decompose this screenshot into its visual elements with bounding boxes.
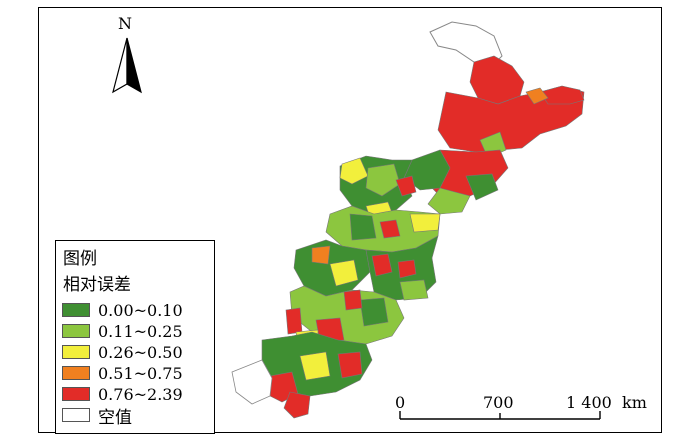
region-liaoning-east	[427, 187, 471, 215]
region-hebei-lightgreen	[365, 163, 401, 197]
region-hubei-red	[285, 307, 303, 335]
region-hunan-yellow	[299, 351, 331, 381]
scale-tick-label: 0	[395, 393, 406, 412]
scale-bar-icon	[399, 411, 601, 420]
legend-label: 空值	[98, 407, 132, 428]
legend-item: 0.51~0.75	[62, 363, 183, 383]
legend-swatch	[62, 408, 90, 422]
legend-swatch	[62, 366, 90, 380]
legend-label: 0.51~0.75	[98, 363, 183, 383]
legend-item: 0.76~2.39	[62, 384, 183, 404]
legend-label: 0.76~2.39	[98, 384, 183, 404]
region-hebei-red	[395, 175, 417, 197]
scale-unit: km	[622, 393, 647, 412]
region-south-tail	[283, 391, 311, 419]
region-anhui-red	[343, 289, 363, 311]
legend: 图例 相对误差 0.00~0.10 0.11~0.25 0.26~0.50 0.…	[55, 240, 215, 434]
legend-title: 图例	[63, 249, 97, 269]
region-liaoning-green	[465, 173, 499, 201]
region-northeast-east	[539, 85, 585, 105]
legend-swatch	[62, 345, 90, 359]
legend-item: 0.11~0.25	[62, 321, 183, 341]
legend-label: 0.11~0.25	[98, 321, 183, 341]
region-henan-orange	[311, 245, 331, 265]
region-shanxi-green	[349, 213, 377, 241]
legend-swatch	[62, 303, 90, 317]
region-shandong-lightgreen	[399, 279, 429, 301]
region-shanxi-yellow	[409, 213, 441, 233]
legend-label: 0.00~0.10	[98, 300, 183, 320]
legend-subtitle: 相对误差	[63, 275, 131, 295]
north-label: N	[118, 14, 132, 33]
legend-item: 0.00~0.10	[62, 300, 183, 320]
legend-item: 空值	[62, 405, 132, 428]
scale-tick-label: 1 400	[566, 393, 612, 412]
legend-swatch	[62, 324, 90, 338]
region-shandong-red	[371, 253, 393, 277]
region-hunan-red-2	[337, 351, 363, 379]
region-henan-yellow	[329, 259, 359, 287]
region-shanxi-red	[379, 219, 401, 239]
legend-label: 0.26~0.50	[98, 342, 183, 362]
region-shandong-red-2	[397, 259, 417, 279]
region-null-sw	[231, 359, 273, 405]
scale-tick-label: 700	[483, 393, 514, 412]
region-northeast-north	[469, 55, 525, 105]
legend-swatch	[62, 387, 90, 401]
north-arrow-icon	[112, 37, 142, 94]
region-anhui-green	[359, 297, 389, 327]
legend-item: 0.26~0.50	[62, 342, 183, 362]
region-northeast-orange	[525, 87, 549, 105]
region-hebei-yellow-1	[339, 157, 369, 185]
